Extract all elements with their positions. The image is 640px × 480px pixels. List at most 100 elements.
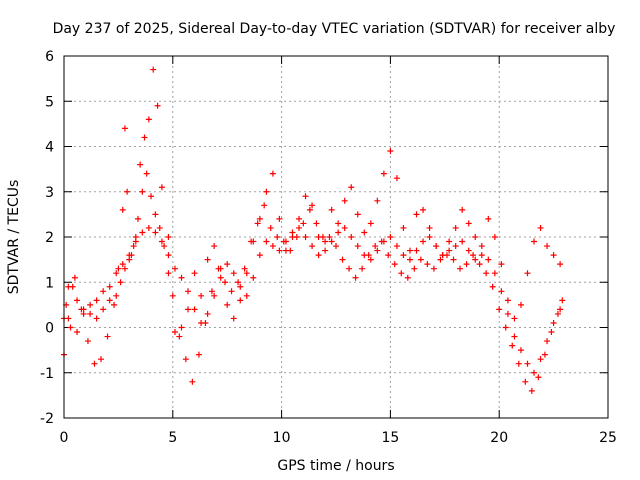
data-point: [550, 319, 557, 326]
data-point: [446, 238, 453, 245]
data-point: [217, 274, 224, 281]
data-point: [78, 306, 85, 313]
data-point: [328, 206, 335, 213]
y-tick-labels: -2 -1 0 1 2 3 4 5 6: [40, 49, 54, 427]
data-point: [296, 215, 303, 222]
data-point: [485, 215, 492, 222]
data-point: [531, 369, 538, 376]
data-point: [335, 220, 342, 227]
data-point: [354, 243, 361, 250]
data-point: [191, 270, 198, 277]
data-point: [528, 387, 535, 394]
data-point: [457, 265, 464, 272]
data-point: [346, 265, 353, 272]
data-point: [230, 270, 237, 277]
data-point: [498, 261, 505, 268]
data-point: [250, 274, 257, 281]
data-point: [504, 297, 511, 304]
data-point: [406, 247, 413, 254]
data-point: [261, 202, 268, 209]
data-point: [463, 261, 470, 268]
data-point: [322, 247, 329, 254]
y-tick-label: -1: [40, 366, 54, 382]
data-point: [352, 274, 359, 281]
data-point: [400, 224, 407, 231]
data-point: [374, 197, 381, 204]
data-point: [100, 288, 107, 295]
data-point: [189, 378, 196, 385]
data-point: [93, 297, 100, 304]
data-point: [211, 243, 218, 250]
data-point: [502, 324, 509, 331]
data-point: [478, 243, 485, 250]
data-point: [91, 360, 98, 367]
data-point: [152, 229, 159, 236]
data-point: [559, 297, 566, 304]
data-point: [309, 243, 316, 250]
data-point: [274, 234, 281, 240]
series-track-c: [63, 224, 564, 376]
data-point: [465, 220, 472, 227]
data-point: [282, 247, 289, 254]
data-point: [161, 243, 168, 250]
y-tick-label: 2: [45, 230, 54, 246]
data-point: [452, 243, 459, 250]
data-point: [426, 224, 433, 231]
data-point: [517, 347, 524, 354]
data-point: [121, 125, 128, 132]
data-point: [548, 329, 555, 336]
data-point: [256, 215, 263, 222]
data-point: [359, 265, 366, 272]
data-point: [515, 360, 522, 367]
data-point: [354, 211, 361, 218]
data-point: [195, 351, 202, 358]
data-point: [71, 274, 78, 281]
data-point: [121, 265, 128, 272]
data-point: [315, 234, 322, 240]
data-point: [282, 238, 289, 245]
data-point: [237, 297, 244, 304]
data-point: [237, 283, 244, 290]
data-point: [472, 234, 479, 240]
data-point: [126, 252, 133, 259]
data-point: [178, 274, 185, 281]
data-point: [511, 315, 518, 322]
data-point: [522, 378, 529, 385]
data-point: [84, 338, 91, 345]
data-point: [426, 234, 433, 240]
data-point: [489, 283, 496, 290]
data-point: [439, 252, 446, 259]
data-point: [65, 283, 72, 290]
data-point: [367, 220, 374, 227]
data-point: [241, 265, 248, 272]
y-tick-label: -2: [40, 411, 54, 427]
data-point: [217, 265, 224, 272]
data-point: [263, 188, 270, 195]
data-point: [417, 256, 424, 263]
data-point: [165, 234, 172, 240]
data-point: [130, 243, 137, 250]
data-point: [169, 292, 176, 299]
data-point: [459, 238, 466, 245]
data-point: [269, 170, 276, 177]
data-point: [243, 270, 250, 277]
data-point: [437, 256, 444, 263]
data-point: [504, 310, 511, 317]
data-point: [106, 297, 113, 304]
data-point: [341, 224, 348, 231]
data-point: [433, 243, 440, 250]
data-point: [289, 229, 296, 236]
data-point: [496, 306, 503, 313]
y-tick-label: 6: [45, 49, 54, 65]
data-point: [309, 202, 316, 209]
x-tick-label: 25: [599, 430, 617, 446]
data-point: [387, 234, 394, 240]
data-point: [87, 301, 94, 308]
data-point: [450, 256, 457, 263]
data-point: [385, 252, 392, 259]
data-point: [387, 148, 394, 155]
data-point: [524, 270, 531, 277]
data-point: [348, 184, 355, 191]
data-point: [554, 310, 561, 317]
data-point: [134, 215, 141, 222]
